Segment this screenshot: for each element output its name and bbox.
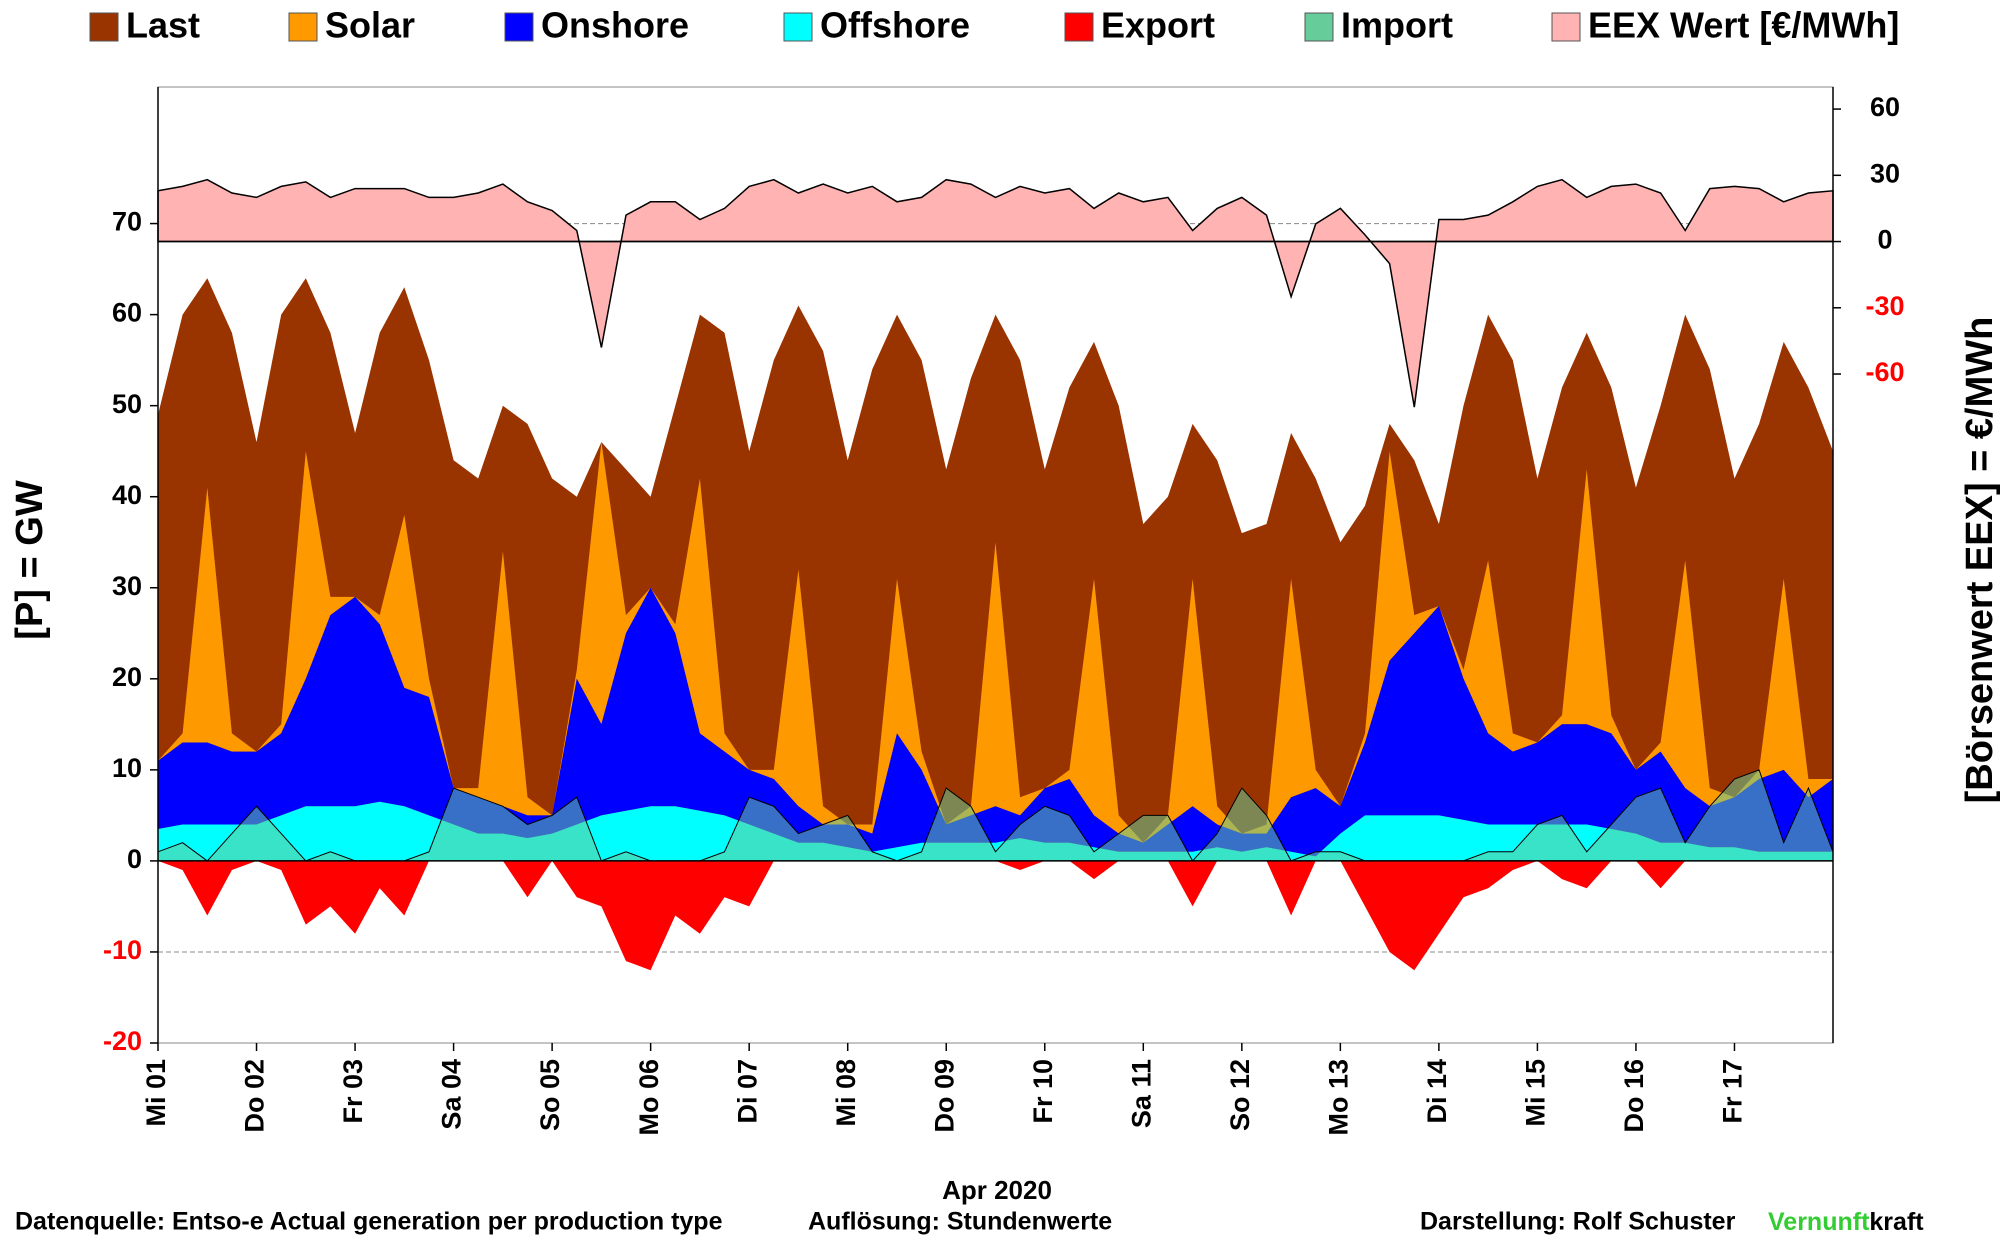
y2-axis-title: [Börsenwert EEX] = €/MWh [1959,317,2001,804]
x-tick-label: Sa 04 [437,1059,467,1130]
x-tick-label: Do 09 [929,1059,959,1133]
legend-label: Last [126,5,200,46]
brand-a: Vernunft [1768,1208,1870,1236]
x-tick-label: Di 07 [732,1059,762,1124]
legend-swatch [1064,12,1094,42]
legend-label: EEX Wert [€/MWh] [1588,5,1899,46]
legend-label: Export [1101,5,1215,46]
legend-swatch [288,12,318,42]
brand-b: kraft [1869,1208,1924,1236]
x-tick-label: Mo 06 [634,1059,664,1136]
y-tick-label: 0 [127,844,142,874]
legend-swatch [89,12,119,42]
y-tick-label: 40 [112,480,142,510]
legend-swatch [783,12,813,42]
stack-area [158,442,1833,843]
legend-swatch [504,12,534,42]
y-tick-label: 10 [112,753,142,783]
footer-brand: Vernunftkraft [1768,1208,1924,1236]
y-tick-label: -20 [103,1026,142,1056]
y-tick-label: 70 [112,207,142,237]
y-tick-label: 20 [112,662,142,692]
y2-tick-label: 60 [1870,92,1900,122]
flow-area [158,860,1833,971]
legend-label: Solar [325,5,415,46]
x-tick-label: Fr 10 [1028,1059,1058,1124]
y-tick-label: 50 [112,389,142,419]
x-tick-label: Mi 15 [1521,1059,1551,1127]
stack-area [158,587,1833,857]
x-tick-label: Do 16 [1619,1059,1649,1133]
footer-source: Datenquelle: Entso-e Actual generation p… [15,1208,723,1236]
y2-tick-label: 30 [1870,158,1900,188]
x-tick-label: So 12 [1225,1059,1255,1131]
legend-label: Import [1341,5,1453,46]
x-tick-label: Sa 11 [1126,1059,1156,1128]
footer-author: Darstellung: Rolf Schuster [1420,1208,1736,1236]
x-tick-label: Do 02 [240,1059,270,1133]
legend-swatch [1304,12,1334,42]
y-tick-label: -10 [103,935,142,965]
y-tick-label: 30 [112,571,142,601]
x-axis-title: Apr 2020 [942,1175,1052,1205]
y2-tick-label: 0 [1877,225,1892,255]
legend-swatch [1551,12,1581,42]
legend-label: Offshore [820,5,970,46]
x-tick-label: Fr 17 [1718,1059,1748,1124]
x-tick-label: Di 14 [1422,1059,1452,1124]
x-tick-label: Mi 08 [831,1059,861,1127]
y-axis-title: [P] = GW [9,480,51,640]
y-tick-label: 60 [112,298,142,328]
x-tick-label: Mi 01 [141,1059,171,1127]
y2-tick-label: -30 [1865,291,1904,321]
legend-label: Onshore [541,5,689,46]
footer-resolution: Auflösung: Stundenwerte [808,1208,1112,1236]
x-tick-label: Mo 13 [1323,1059,1353,1136]
x-tick-label: So 05 [535,1059,565,1131]
x-tick-label: Fr 03 [338,1059,368,1124]
y2-tick-label: -60 [1865,357,1904,387]
